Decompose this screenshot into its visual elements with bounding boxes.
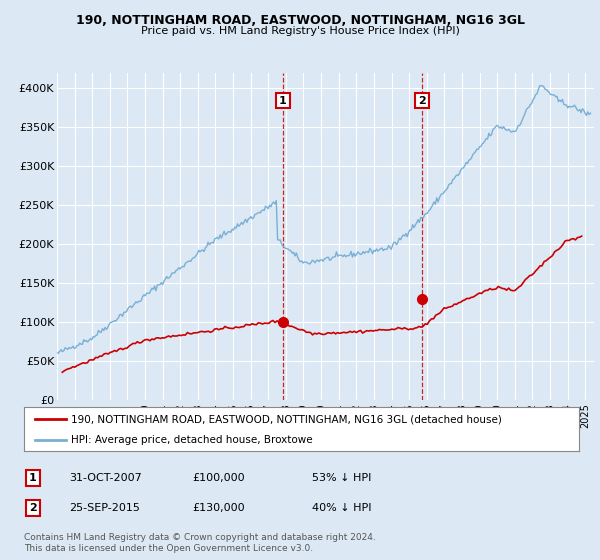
Text: 2: 2 — [29, 503, 37, 513]
Text: 53% ↓ HPI: 53% ↓ HPI — [312, 473, 371, 483]
Text: HPI: Average price, detached house, Broxtowe: HPI: Average price, detached house, Brox… — [71, 435, 313, 445]
Text: 1: 1 — [29, 473, 37, 483]
Text: 31-OCT-2007: 31-OCT-2007 — [69, 473, 142, 483]
Text: £100,000: £100,000 — [192, 473, 245, 483]
Text: 25-SEP-2015: 25-SEP-2015 — [69, 503, 140, 513]
Text: Contains HM Land Registry data © Crown copyright and database right 2024.
This d: Contains HM Land Registry data © Crown c… — [24, 533, 376, 553]
Text: 190, NOTTINGHAM ROAD, EASTWOOD, NOTTINGHAM, NG16 3GL: 190, NOTTINGHAM ROAD, EASTWOOD, NOTTINGH… — [76, 14, 524, 27]
Text: 1: 1 — [279, 96, 287, 106]
Text: 190, NOTTINGHAM ROAD, EASTWOOD, NOTTINGHAM, NG16 3GL (detached house): 190, NOTTINGHAM ROAD, EASTWOOD, NOTTINGH… — [71, 414, 502, 424]
Text: £130,000: £130,000 — [192, 503, 245, 513]
Text: 40% ↓ HPI: 40% ↓ HPI — [312, 503, 371, 513]
Text: 2: 2 — [418, 96, 426, 106]
Text: Price paid vs. HM Land Registry's House Price Index (HPI): Price paid vs. HM Land Registry's House … — [140, 26, 460, 36]
